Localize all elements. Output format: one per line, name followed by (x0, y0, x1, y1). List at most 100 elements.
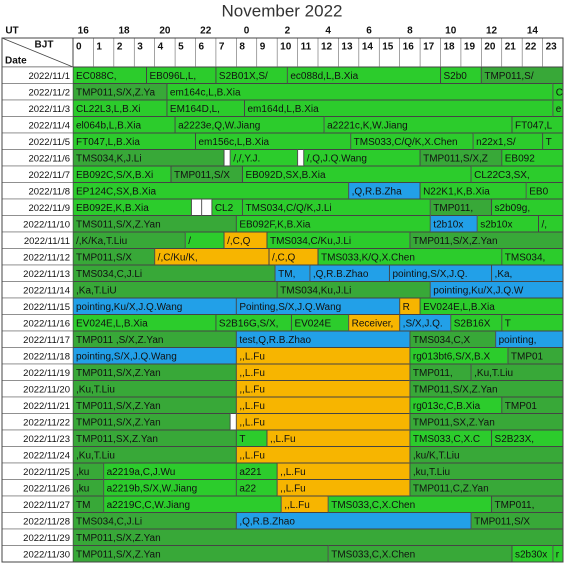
date: 2022/11/12 (23, 252, 70, 263)
block (507, 347, 563, 364)
block (215, 67, 288, 84)
bjt-hour: 20 (484, 42, 496, 53)
block-cell: TMS033,C,X.C (409, 430, 492, 447)
block-cell: ,ku/K,T.Liu (409, 446, 563, 463)
block-cell: ,,L.Fu (266, 430, 410, 447)
block-cell: ,S/X,J.Q. (399, 314, 451, 331)
block-cell: EP124C,SX,B.Xia (73, 182, 349, 199)
block-label: ,,L.Fu (239, 401, 265, 412)
block (236, 364, 410, 381)
block-label: S2B16G,S/X, (219, 318, 278, 329)
block-label: pointing,S/X,J.Q.Wang (76, 351, 177, 362)
block-cell: rg013bt6,S/X,B.X (409, 347, 508, 364)
block (318, 248, 502, 265)
block-label: TMP011, (433, 203, 473, 214)
block (73, 479, 104, 496)
ut-hour: 16 (78, 26, 90, 37)
block-label: EV024E,L,B.Xia (76, 318, 148, 329)
block-cell: TMS034,C,J.Li (73, 265, 276, 282)
date: 2022/11/6 (28, 153, 70, 164)
block (242, 199, 431, 216)
block-cell: em156c,L,B.Xia (195, 133, 351, 150)
ut-label: UT (5, 26, 18, 37)
block-label: pointing,Ku/X,J.Q.Wang (76, 302, 182, 313)
block-label: EB092F,K,B.Xia (239, 219, 311, 230)
block (303, 149, 421, 166)
block-label: ,,L.Fu (239, 384, 265, 395)
block (552, 83, 564, 100)
block-cell: rg013c,C,B.Xia (409, 397, 502, 414)
block-label: /,K/Ka,T.Liu (76, 236, 127, 247)
block-cell: EV024E,L,B.Xia (420, 298, 564, 315)
block-cell: a221 (236, 463, 278, 480)
block-cell: EB092D,SX,B.Xia (242, 166, 472, 183)
block-cell: TMP011, (409, 364, 472, 381)
block-label: S2B23X, (495, 434, 534, 445)
date: 2022/11/24 (23, 450, 70, 461)
block-label: TMP011, (413, 368, 453, 379)
bjt-hour: 6 (199, 42, 205, 53)
date: 2022/11/11 (24, 236, 70, 247)
block-cell: TMS034,K,J.Li (73, 149, 225, 166)
block (73, 265, 276, 282)
block-cell: TMP01 (507, 347, 563, 364)
block-label: EB092C,S/X,B.Xi (76, 170, 153, 181)
block (73, 199, 192, 216)
block-label: ,Ka,T.LiU (76, 285, 117, 296)
block (277, 463, 410, 480)
block-cell: ,Q,R.B.Zhao (236, 512, 472, 529)
bjt-label: BJT (35, 40, 54, 51)
block-label: ,,L.Fu (284, 500, 310, 511)
block (73, 281, 278, 298)
bjt-hour: 14 (362, 42, 374, 53)
block (430, 215, 478, 232)
block-cell: TMP011,S/X,Z.Yan (409, 232, 563, 249)
bjt-hour: 18 (444, 42, 456, 53)
block-label: a221 (239, 467, 262, 478)
block (224, 149, 231, 166)
block-cell: TMP011,S/X,Z.Ya (73, 83, 167, 100)
block-cell: FT047,L,B.Xia (73, 133, 196, 150)
block-label: TMP011,S/ (484, 71, 533, 82)
block-label: ,Ka, (495, 269, 513, 280)
block (399, 298, 421, 315)
block (236, 347, 410, 364)
block (473, 133, 543, 150)
block-cell: TMP011, (430, 199, 492, 216)
block (73, 215, 237, 232)
block-label: EM164D,L, (170, 104, 220, 115)
block (491, 265, 563, 282)
block (481, 67, 564, 84)
table-border (1, 37, 564, 563)
block-cell: pointing,S/X,J.Q. (389, 265, 492, 282)
bjt-hour: 16 (403, 42, 415, 53)
block-label: ,Q,R.B.Zhao (239, 516, 295, 527)
block-label: EB092D,SX,B.Xia (245, 170, 325, 181)
block (73, 397, 237, 414)
block (73, 331, 237, 348)
block (471, 512, 563, 529)
block-label: TMS034,C/Ku,J.Li (270, 236, 351, 247)
block-label: TMP011,S/X,Z.Yan (76, 417, 161, 428)
block-cell: a2219C,C,W.Jiang (103, 496, 282, 513)
date-label: Date (5, 56, 27, 67)
block-label: ,,L.Fu (239, 450, 265, 461)
block-label: /, (542, 219, 548, 230)
block-label: TMP01 (511, 351, 544, 362)
block-cell: /,Q,J.Q.Wang (303, 149, 421, 166)
block-cell: TMP011,S/X,Z.Yan (73, 529, 563, 546)
block-cell: ,Ka,T.LiU (73, 281, 278, 298)
block-cell: TMP011,S/X,Z.Yan (73, 545, 329, 562)
block-label: ,Ku,T.Liu (474, 368, 513, 379)
block (526, 182, 563, 199)
ut-hour: 20 (159, 26, 171, 37)
block-label: C (556, 87, 563, 98)
block-label: N22K1,K,B.Xia (423, 186, 490, 197)
block-label: R (403, 302, 410, 313)
block-label: CL2 (215, 203, 234, 214)
block-label: TMP011,S/X,Z.Yan (76, 533, 161, 544)
block-cell (191, 199, 202, 216)
block-label: TMS033,K/Q,X.Chen (321, 252, 415, 263)
block-cell: EB0 (526, 182, 563, 199)
block (73, 314, 216, 331)
